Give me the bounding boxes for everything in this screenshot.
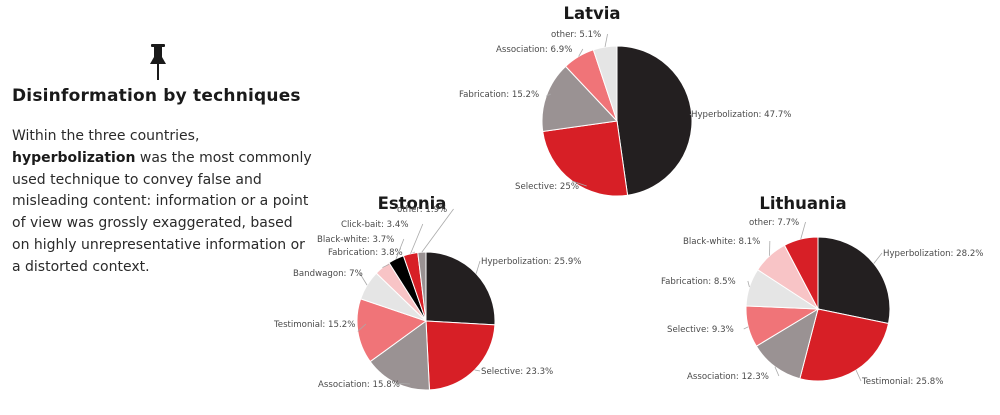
slice-label: Black-white: 3.7% (317, 235, 394, 245)
pie-slice (417, 251, 427, 322)
section-heading: Disinformation by techniques (12, 86, 301, 106)
slice-label: Testimonial: 25.8% (861, 377, 943, 387)
leader-line (410, 223, 424, 254)
slice-label: Hyperbolization: 28.2% (883, 249, 983, 259)
pie-chart-latvia: Latvia Hyperbolization: 47.7% Selective: 2… (459, 4, 791, 197)
leader-line (474, 369, 481, 372)
leader-line (800, 221, 806, 240)
pie-slice (616, 45, 693, 196)
slice-label: Hyperbolization: 47.7% (691, 110, 791, 120)
leader-line (359, 272, 368, 286)
pie-slice (592, 45, 618, 122)
slice-label: Selective: 23.3% (481, 367, 553, 377)
slice-label: Hyperbolization: 25.9% (481, 257, 581, 267)
slice-label: Selective: 9.3% (667, 325, 734, 335)
pie-slice (783, 236, 819, 310)
body-paragraph: Within the three countries, hyperbolizat… (12, 126, 312, 279)
pie-slice (817, 236, 891, 325)
slice-label: Testimonial: 15.2% (273, 320, 355, 330)
pie-slice (799, 308, 890, 382)
leader-line (689, 113, 693, 116)
pie-slice (425, 251, 496, 326)
body-text-end: was the most commonly used technique to … (12, 149, 312, 275)
leader-line (421, 208, 454, 253)
chart-title: Estonia (378, 194, 447, 213)
slice-label: Association: 6.9% (496, 45, 572, 55)
leader-line (774, 366, 780, 377)
leader-line (873, 252, 883, 264)
pie-chart-lithuania: Lithuania Hyperbolization: 28.2% Testimoni… (661, 194, 983, 387)
body-text-start: Within the three countries, (12, 128, 200, 144)
leader-line (855, 369, 862, 382)
leader-line (396, 382, 410, 385)
slice-label: Fabrication: 15.2% (459, 90, 539, 100)
slice-label: other: 7.7% (749, 218, 799, 228)
leader-line (357, 323, 367, 332)
slice-label: Click-bait: 3.4% (341, 220, 409, 230)
chart-title: Latvia (563, 4, 620, 23)
leader-line (546, 93, 552, 97)
pie-slice (425, 320, 496, 391)
pushpin-icon (150, 44, 166, 80)
leader-line (743, 326, 749, 330)
body-text-bold: hyperbolization (12, 149, 136, 166)
slice-label: Bandwagon: 7% (293, 269, 363, 279)
leader-line (747, 280, 750, 288)
slice-label: other: 1.9% (397, 205, 447, 215)
slice-label: Association: 12.3% (687, 372, 769, 382)
slice-label: Fabrication: 3.8% (328, 248, 403, 258)
pie-chart-estonia: Estonia Hyperbolization: 25.9% Selective: … (273, 194, 581, 391)
slice-label: Selective: 25% (515, 182, 579, 192)
leader-line (604, 33, 608, 48)
chart-title: Lithuania (759, 194, 846, 213)
slice-label: Fabrication: 8.5% (661, 277, 736, 287)
slice-label: other: 5.1% (551, 30, 601, 40)
leader-line (571, 180, 587, 187)
leader-line (578, 48, 584, 57)
leader-line (475, 260, 481, 274)
leader-line (395, 238, 405, 259)
slice-label: Association: 15.8% (318, 380, 400, 390)
slice-label: Black-white: 8.1% (683, 237, 760, 247)
